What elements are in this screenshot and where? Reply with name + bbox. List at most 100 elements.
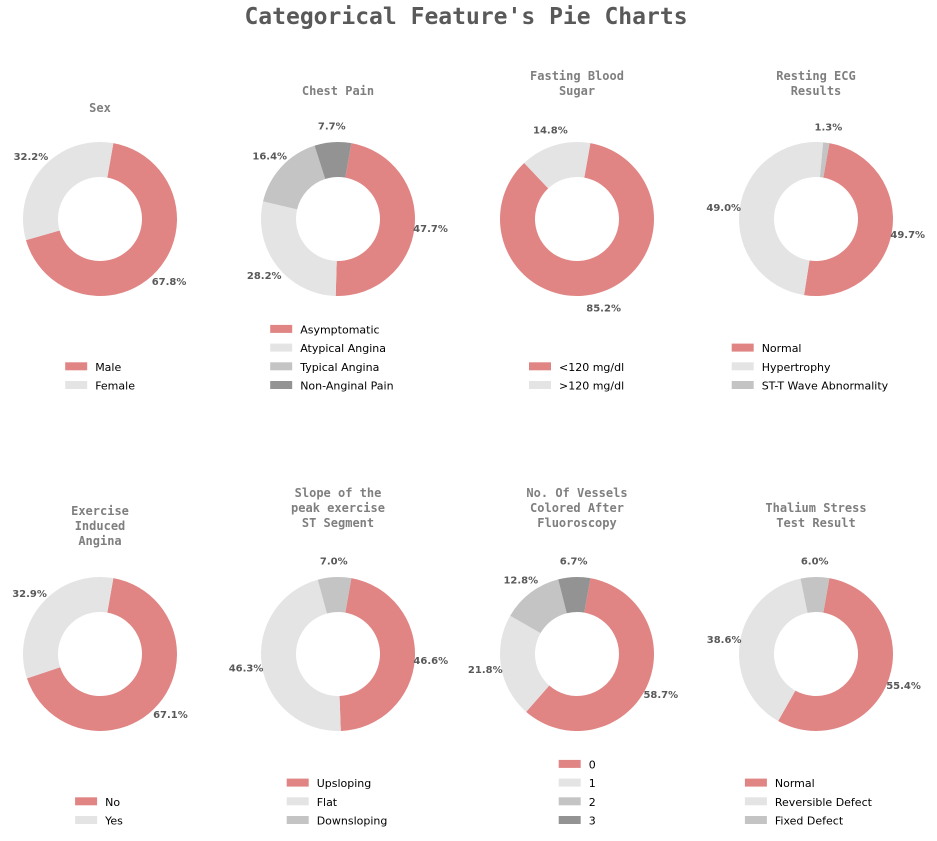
pie-legend: 0 1 2 3: [558, 758, 596, 828]
pie-slice-label: 7.7%: [318, 122, 346, 133]
legend-label: ST-T Wave Abnormality: [762, 380, 889, 393]
pie-title-line: Exercise: [71, 504, 129, 518]
legend-label: 0: [589, 758, 596, 771]
legend-label: Downsloping: [317, 815, 388, 828]
legend-swatch: [529, 362, 551, 371]
pie-title-line: Results: [791, 84, 842, 98]
pie-slice-label: 32.9%: [12, 589, 47, 600]
pie-legend: <120 mg/dl >120 mg/dl: [529, 361, 624, 393]
pie-slice-label: 1.3%: [815, 122, 843, 133]
pie-slice: [739, 578, 808, 722]
pie-slice: [263, 145, 326, 210]
pie-title-line: Fasting Blood: [530, 69, 624, 83]
pie-slice-label: 12.8%: [503, 575, 538, 586]
pie-legend: Normal Reversible Defect Fixed Defect: [744, 777, 873, 828]
pie-panel: Chest Pain 47.7% 28.2% 16.4% 7.7% Asymptomati…: [247, 84, 448, 393]
pie-title: Thalium Stress Test Result: [765, 501, 866, 530]
legend-swatch: [286, 778, 309, 787]
pie-slice-label: 28.2%: [247, 271, 282, 282]
legend-swatch: [744, 778, 767, 787]
pie-slice-label: 55.4%: [886, 681, 921, 692]
pie-title-line: ST Segment: [302, 516, 374, 530]
legend-swatch: [731, 381, 754, 389]
pie-title-line: Resting ECG: [776, 69, 855, 83]
pie-slice-label: 46.3%: [229, 663, 264, 674]
pie-slice: [23, 577, 114, 679]
pie-title: No. Of Vessels Colored After Fluoroscopy: [526, 486, 627, 530]
pie-slice: [510, 579, 567, 634]
pie-title-line: Angina: [78, 534, 121, 548]
pie-panel: Slope of the peak exercise ST Segment 46.6%…: [229, 486, 448, 828]
pie-title-line: Induced: [75, 519, 126, 533]
pie-slice: [804, 143, 894, 297]
legend-swatch: [65, 362, 88, 371]
legend-label: Non-Anginal Pain: [300, 380, 393, 393]
pie-legend: Male Female: [65, 361, 135, 393]
pie-slice-label: 49.7%: [890, 230, 925, 241]
figure-suptitle: Categorical Feature's Pie Charts: [244, 4, 687, 30]
pie-title: Slope of the peak exercise ST Segment: [291, 486, 385, 530]
pie-slice: [500, 143, 655, 296]
pie-slice: [800, 577, 830, 613]
pie-slice-label: 7.0%: [320, 557, 348, 568]
pie-title: Fasting Blood Sugar: [530, 69, 624, 98]
pie-panel: Fasting Blood Sugar 85.2% 14.8% <120 mg/dl >1…: [500, 69, 655, 393]
legend-label: Female: [95, 380, 135, 393]
pie-legend: Upsloping Flat Downsloping: [286, 777, 388, 828]
legend-label: Atypical Angina: [300, 342, 386, 355]
pie-panel: Sex 67.8% 32.2% Male Female: [14, 101, 187, 393]
legend-label: Upsloping: [317, 777, 372, 790]
legend-label: Hypertrophy: [762, 361, 831, 374]
pie-slice: [339, 578, 415, 731]
pie-panel: Resting ECG Results 49.7% 49.0% 1.3% Normal Hy…: [706, 69, 925, 393]
pie-slice: [738, 142, 824, 296]
pie-title-line: Sugar: [559, 84, 595, 98]
legend-swatch: [286, 797, 309, 806]
legend-swatch: [270, 362, 293, 371]
pie-title: Exercise Induced Angina: [71, 504, 129, 548]
pie-legend: Normal Hypertrophy ST-T Wave Abnormality: [731, 342, 889, 393]
legend-swatch: [744, 816, 767, 824]
pie-slice-label: 85.2%: [586, 304, 621, 315]
pie-slice-label: 32.2%: [14, 152, 49, 163]
pie-title-line: Fluoroscopy: [537, 516, 616, 530]
pie-title-line: Chest Pain: [302, 84, 374, 98]
pie-slice: [22, 141, 114, 241]
pie-slice-label: 47.7%: [413, 224, 448, 235]
pie-slice-label: 46.6%: [413, 656, 448, 667]
pie-title: Resting ECG Results: [776, 69, 855, 98]
legend-label: Yes: [104, 815, 123, 828]
pie-slice: [819, 142, 830, 178]
pie-slice-label: 38.6%: [707, 635, 742, 646]
pie-slice-label: 16.4%: [252, 151, 287, 162]
legend-swatch: [270, 343, 293, 352]
legend-label: 3: [589, 815, 596, 828]
pie-slice-label: 6.0%: [801, 557, 829, 568]
legend-swatch: [286, 816, 309, 824]
pie-panel: No. Of Vessels Colored After Fluoroscopy 58…: [468, 486, 678, 828]
pie-legend: Asymptomatic Atypical Angina Typical Angin…: [270, 323, 394, 393]
pie-title-line: Slope of the: [295, 486, 382, 500]
pie-slice-label: 14.8%: [533, 125, 568, 136]
legend-swatch: [529, 381, 551, 389]
legend-swatch: [744, 797, 767, 806]
pie-title: Chest Pain: [302, 84, 374, 98]
pie-title-line: Test Result: [776, 516, 855, 530]
legend-swatch: [75, 797, 98, 806]
pie-slice-label: 67.8%: [152, 277, 187, 288]
pie-slice: [261, 579, 341, 731]
legend-swatch: [731, 362, 754, 371]
legend-label: Fixed Defect: [775, 815, 844, 828]
pie-panel: Thalium Stress Test Result 55.4% 38.6% 6.0% N…: [707, 501, 921, 828]
legend-swatch: [558, 778, 581, 787]
legend-swatch: [65, 381, 88, 389]
legend-swatch: [270, 381, 293, 389]
pie-slice: [524, 142, 591, 189]
pie-slice-label: 6.7%: [560, 557, 588, 568]
pie-title-line: Thalium Stress: [765, 501, 866, 515]
pie-slice: [26, 578, 178, 731]
legend-label: Flat: [317, 796, 338, 809]
pie-title-line: No. Of Vessels: [526, 486, 627, 500]
pie-slice: [558, 577, 591, 614]
